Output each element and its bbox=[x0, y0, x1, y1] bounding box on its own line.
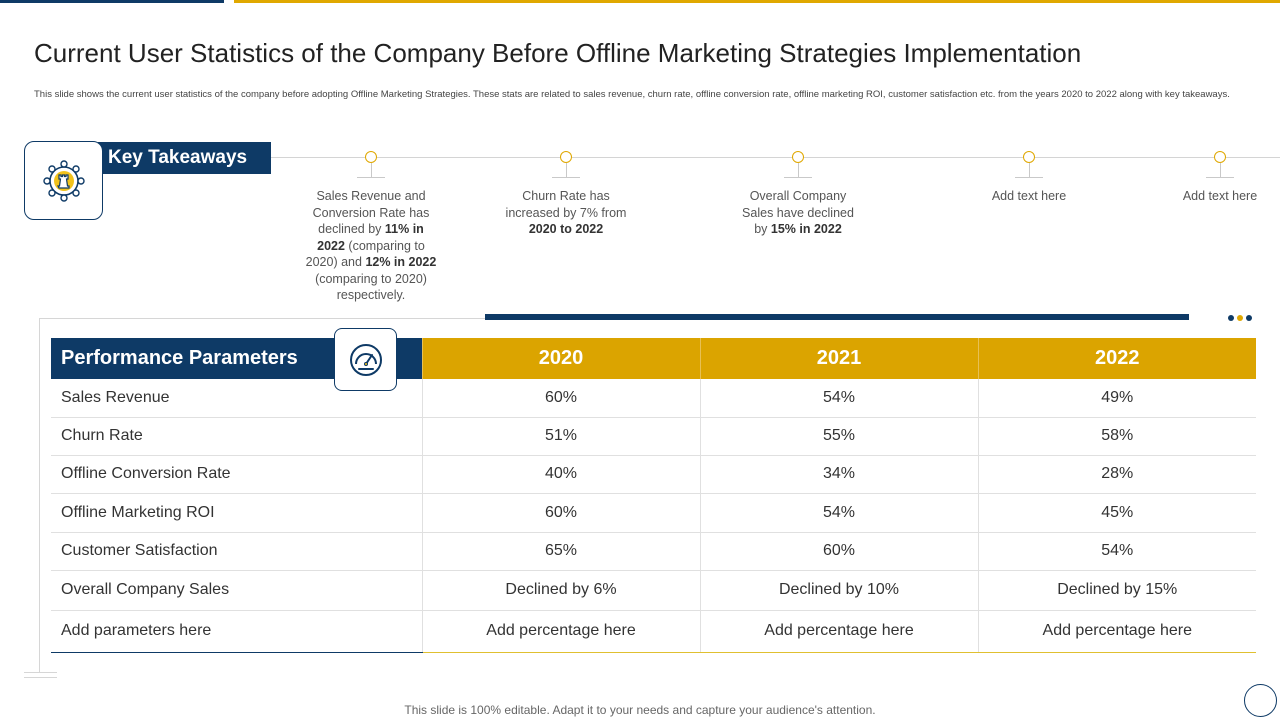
timeline-base bbox=[1015, 177, 1043, 178]
timeline-node bbox=[1214, 151, 1226, 163]
timeline-base bbox=[357, 177, 385, 178]
key-takeaways-label: Key Takeaways bbox=[98, 142, 271, 174]
value-cell: 58% bbox=[978, 417, 1256, 456]
takeaways-timeline-line bbox=[270, 157, 1280, 158]
header-year: 2020 bbox=[421, 338, 700, 379]
footer-note: This slide is 100% editable. Adapt it to… bbox=[404, 703, 876, 717]
divider-dot bbox=[1246, 315, 1252, 321]
takeaway-text: Sales Revenue and Conversion Rate has de… bbox=[305, 189, 437, 302]
frame-line-vertical bbox=[39, 318, 40, 673]
frame-foot-line bbox=[24, 677, 57, 678]
timeline-base bbox=[552, 177, 580, 178]
value-cell: 65% bbox=[422, 532, 701, 571]
table-row: Customer Satisfaction 65% 60% 54% bbox=[51, 532, 1256, 571]
value-cell: Add percentage here bbox=[422, 610, 701, 653]
takeaway-item-5: Add text here bbox=[1100, 151, 1280, 205]
slide-subtitle: This slide shows the current user statis… bbox=[34, 89, 1230, 100]
param-cell: Offline Marketing ROI bbox=[51, 493, 423, 533]
header-year: 2021 bbox=[699, 338, 978, 379]
timeline-stem bbox=[1219, 163, 1221, 177]
speedometer-icon bbox=[349, 343, 382, 376]
param-cell: Overall Company Sales bbox=[51, 570, 423, 611]
value-cell: 60% bbox=[422, 493, 701, 533]
takeaway-text: Churn Rate has increased by 7% from 2020… bbox=[505, 189, 627, 236]
divider-dot bbox=[1228, 315, 1234, 321]
timeline-base bbox=[784, 177, 812, 178]
timeline-node bbox=[1023, 151, 1035, 163]
value-cell: 40% bbox=[422, 455, 701, 494]
table-header-row: Performance Parameters 2020 2021 2022 bbox=[51, 338, 1256, 379]
value-cell: 60% bbox=[422, 379, 701, 418]
timeline-stem bbox=[370, 163, 372, 177]
param-cell: Add parameters here bbox=[51, 610, 423, 653]
value-cell: 54% bbox=[700, 493, 979, 533]
takeaway-text: Add text here bbox=[991, 189, 1067, 203]
timeline-stem bbox=[797, 163, 799, 177]
corner-decoration-circle bbox=[1244, 684, 1277, 717]
table-row: Overall Company Sales Declined by 6% Dec… bbox=[51, 570, 1256, 611]
value-cell: 60% bbox=[700, 532, 979, 571]
slide-title: Current User Statistics of the Company B… bbox=[34, 38, 1082, 68]
table-row: Offline Conversion Rate 40% 34% 28% bbox=[51, 455, 1256, 494]
timeline-node bbox=[560, 151, 572, 163]
timeline-node bbox=[365, 151, 377, 163]
table-row: Add parameters here Add percentage here … bbox=[51, 610, 1256, 653]
param-cell: Offline Conversion Rate bbox=[51, 455, 423, 494]
divider-dot bbox=[1237, 315, 1243, 321]
timeline-base bbox=[1206, 177, 1234, 178]
value-cell: 54% bbox=[978, 532, 1256, 571]
table-row: Sales Revenue 60% 54% 49% bbox=[51, 379, 1256, 418]
takeaway-item-4: Add text here bbox=[944, 151, 1114, 205]
top-accent-bar-blue bbox=[0, 0, 224, 3]
value-cell: 51% bbox=[422, 417, 701, 456]
value-cell: 28% bbox=[978, 455, 1256, 494]
value-cell: 49% bbox=[978, 379, 1256, 418]
header-year: 2022 bbox=[977, 338, 1256, 379]
value-cell: Declined by 10% bbox=[700, 570, 979, 611]
takeaway-item-1: Sales Revenue and Conversion Rate has de… bbox=[286, 151, 456, 304]
value-cell: Add percentage here bbox=[700, 610, 979, 653]
chess-rook-network-icon bbox=[42, 159, 85, 202]
value-cell: Declined by 15% bbox=[978, 570, 1256, 611]
param-cell: Customer Satisfaction bbox=[51, 532, 423, 571]
timeline-stem bbox=[565, 163, 567, 177]
takeaway-text: Add text here bbox=[1182, 189, 1258, 203]
value-cell: 55% bbox=[700, 417, 979, 456]
section-divider-bar bbox=[485, 314, 1189, 320]
frame-line-horizontal bbox=[39, 318, 485, 319]
performance-table: Performance Parameters 2020 2021 2022 Sa… bbox=[51, 338, 1256, 653]
value-cell: 54% bbox=[700, 379, 979, 418]
key-takeaways-icon-box bbox=[24, 141, 103, 220]
value-cell: Declined by 6% bbox=[422, 570, 701, 611]
timeline-node bbox=[792, 151, 804, 163]
param-cell: Churn Rate bbox=[51, 417, 423, 456]
value-cell: 34% bbox=[700, 455, 979, 494]
takeaway-item-3: Overall Company Sales have declined by 1… bbox=[713, 151, 883, 238]
takeaway-text: Overall Company Sales have declined by 1… bbox=[742, 189, 854, 236]
frame-foot-line bbox=[24, 672, 57, 673]
table-row: Offline Marketing ROI 60% 54% 45% bbox=[51, 493, 1256, 533]
timeline-stem bbox=[1028, 163, 1030, 177]
top-accent-bar-gold bbox=[234, 0, 1280, 3]
value-cell: 45% bbox=[978, 493, 1256, 533]
performance-icon-box bbox=[334, 328, 397, 391]
value-cell: Add percentage here bbox=[978, 610, 1256, 653]
takeaway-item-2: Churn Rate has increased by 7% from 2020… bbox=[481, 151, 651, 238]
table-row: Churn Rate 51% 55% 58% bbox=[51, 417, 1256, 456]
